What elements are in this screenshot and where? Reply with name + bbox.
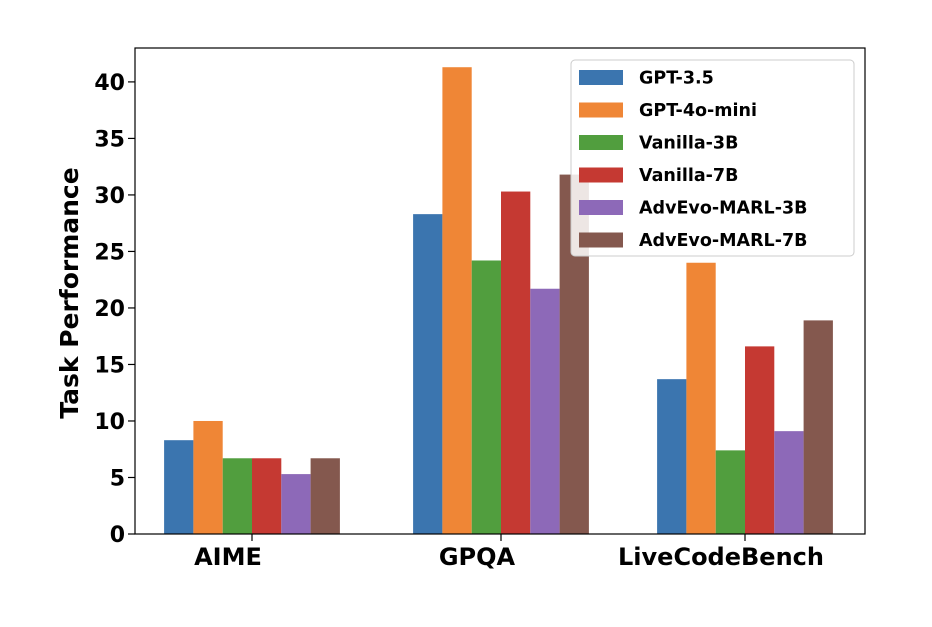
legend-label: AdvEvo-MARL-7B — [639, 231, 808, 251]
bar-livecodebench-vanilla-3b — [715, 450, 745, 534]
y-tick-label: 25 — [94, 240, 125, 265]
legend: GPT-3.5 GPT-4o-mini Vanilla-3B Vanilla-7B Ad… — [570, 59, 855, 257]
legend-box — [570, 59, 855, 257]
legend-swatch — [579, 102, 623, 118]
y-tick-label: 0 — [110, 523, 125, 548]
bar-gpqa-advevo-marl-3b — [530, 288, 560, 534]
legend-label: GPT-3.5 — [639, 69, 714, 89]
bar-aime-gpt-3.5 — [164, 440, 194, 534]
bar-aime-advevo-marl-7b — [310, 458, 340, 534]
legend-label: AdvEvo-MARL-3B — [639, 199, 808, 219]
bar-livecodebench-advevo-marl-7b — [803, 320, 833, 534]
x-tick-label: AIME — [194, 543, 262, 571]
y-tick-label: 40 — [94, 71, 125, 96]
y-tick-label: 10 — [94, 410, 125, 435]
bar-livecodebench-advevo-marl-3b — [774, 431, 804, 534]
bar-livecodebench-vanilla-7b — [745, 346, 775, 534]
bar-gpqa-gpt-3.5 — [413, 214, 443, 535]
x-axis: AIME GPQA LiveCodeBench — [194, 534, 824, 571]
legend-swatch — [579, 232, 623, 248]
bar-gpqa-vanilla-7b — [501, 191, 531, 534]
bar-livecodebench-gpt-4o-mini — [686, 262, 716, 534]
legend-swatch — [579, 200, 623, 215]
bar-gpqa-gpt-4o-mini — [442, 67, 472, 534]
bar-aime-vanilla-7b — [252, 458, 282, 534]
y-axis: 0 5 10 15 20 25 30 35 40 — [94, 71, 135, 548]
y-tick-label: 35 — [94, 127, 125, 152]
legend-label: Vanilla-7B — [639, 166, 738, 186]
y-tick-label: 15 — [94, 353, 125, 378]
bar-aime-vanilla-3b — [222, 458, 252, 534]
y-tick-label: 20 — [94, 297, 125, 322]
y-tick-label: 30 — [94, 184, 125, 209]
bars-layer — [164, 67, 833, 535]
legend-label: GPT-4o-mini — [639, 101, 757, 121]
legend-swatch — [579, 70, 623, 85]
legend-swatch — [579, 135, 623, 150]
legend-label: Vanilla-3B — [639, 134, 738, 154]
bar-aime-gpt-4o-mini — [193, 420, 223, 534]
y-axis-title: Task Performance — [55, 167, 84, 418]
bar-livecodebench-gpt-3.5 — [657, 379, 687, 534]
bar-aime-advevo-marl-3b — [281, 474, 311, 534]
plot-area-frame — [134, 47, 866, 535]
bar-gpqa-vanilla-3b — [471, 260, 501, 534]
y-tick-label: 5 — [110, 466, 125, 491]
legend-swatch — [579, 167, 623, 183]
x-tick-label: LiveCodeBench — [618, 543, 824, 571]
x-tick-label: GPQA — [439, 543, 516, 571]
